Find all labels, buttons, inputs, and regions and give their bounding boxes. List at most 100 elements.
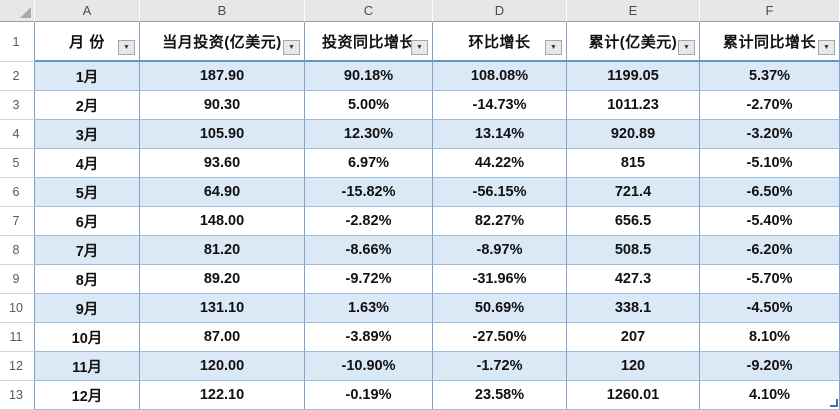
cell-F3[interactable]: -2.70% xyxy=(700,91,840,120)
row-header-1[interactable]: 1 xyxy=(0,22,35,62)
cell-E5[interactable]: 815 xyxy=(567,149,700,178)
cell-C3[interactable]: 5.00% xyxy=(305,91,433,120)
cell-F12[interactable]: -9.20% xyxy=(700,352,840,381)
cell-A10[interactable]: 9月 xyxy=(35,294,140,323)
table-header-cell-F[interactable]: 累计同比增长 ▼ xyxy=(700,22,840,62)
row-header-2[interactable]: 2 xyxy=(0,62,35,91)
table-resize-handle[interactable] xyxy=(830,399,838,407)
cell-D5[interactable]: 44.22% xyxy=(433,149,567,178)
cell-B7[interactable]: 148.00 xyxy=(140,207,305,236)
cell-C2[interactable]: 90.18% xyxy=(305,62,433,91)
cell-B6[interactable]: 64.90 xyxy=(140,178,305,207)
row-header-10[interactable]: 10 xyxy=(0,294,35,323)
row-header-7[interactable]: 7 xyxy=(0,207,35,236)
cell-A6[interactable]: 5月 xyxy=(35,178,140,207)
cell-A13[interactable]: 12月 xyxy=(35,381,140,410)
cell-E11[interactable]: 207 xyxy=(567,323,700,352)
cell-E9[interactable]: 427.3 xyxy=(567,265,700,294)
cell-B3[interactable]: 90.30 xyxy=(140,91,305,120)
cell-C4[interactable]: 12.30% xyxy=(305,120,433,149)
column-header-B[interactable]: B xyxy=(140,0,305,22)
cell-D6[interactable]: -56.15% xyxy=(433,178,567,207)
cell-D12[interactable]: -1.72% xyxy=(433,352,567,381)
cell-A4[interactable]: 3月 xyxy=(35,120,140,149)
cell-D2[interactable]: 108.08% xyxy=(433,62,567,91)
cell-F11[interactable]: 8.10% xyxy=(700,323,840,352)
row-header-8[interactable]: 8 xyxy=(0,236,35,265)
row-header-6[interactable]: 6 xyxy=(0,178,35,207)
column-header-E[interactable]: E xyxy=(567,0,700,22)
filter-dropdown-button[interactable]: ▼ xyxy=(678,40,695,55)
filter-dropdown-button[interactable]: ▼ xyxy=(118,40,135,55)
cell-E8[interactable]: 508.5 xyxy=(567,236,700,265)
cell-C7[interactable]: -2.82% xyxy=(305,207,433,236)
row-header-4[interactable]: 4 xyxy=(0,120,35,149)
cell-C5[interactable]: 6.97% xyxy=(305,149,433,178)
table-header-cell-A[interactable]: 月 份 ▼ xyxy=(35,22,140,62)
cell-C8[interactable]: -8.66% xyxy=(305,236,433,265)
cell-B12[interactable]: 120.00 xyxy=(140,352,305,381)
filter-dropdown-button[interactable]: ▼ xyxy=(818,40,835,55)
cell-F4[interactable]: -3.20% xyxy=(700,120,840,149)
filter-dropdown-button[interactable]: ▼ xyxy=(411,40,428,55)
row-header-5[interactable]: 5 xyxy=(0,149,35,178)
cell-B4[interactable]: 105.90 xyxy=(140,120,305,149)
cell-B11[interactable]: 87.00 xyxy=(140,323,305,352)
cell-D8[interactable]: -8.97% xyxy=(433,236,567,265)
cell-F7[interactable]: -5.40% xyxy=(700,207,840,236)
cell-E10[interactable]: 338.1 xyxy=(567,294,700,323)
cell-F5[interactable]: -5.10% xyxy=(700,149,840,178)
cell-E6[interactable]: 721.4 xyxy=(567,178,700,207)
table-header-cell-E[interactable]: 累计(亿美元) ▼ xyxy=(567,22,700,62)
cell-A5[interactable]: 4月 xyxy=(35,149,140,178)
row-header-9[interactable]: 9 xyxy=(0,265,35,294)
cell-A9[interactable]: 8月 xyxy=(35,265,140,294)
cell-F2[interactable]: 5.37% xyxy=(700,62,840,91)
cell-F8[interactable]: -6.20% xyxy=(700,236,840,265)
cell-E7[interactable]: 656.5 xyxy=(567,207,700,236)
cell-F9[interactable]: -5.70% xyxy=(700,265,840,294)
row-header-12[interactable]: 12 xyxy=(0,352,35,381)
cell-D9[interactable]: -31.96% xyxy=(433,265,567,294)
table-header-cell-D[interactable]: 环比增长 ▼ xyxy=(433,22,567,62)
row-header-3[interactable]: 3 xyxy=(0,91,35,120)
cell-B2[interactable]: 187.90 xyxy=(140,62,305,91)
column-header-A[interactable]: A xyxy=(35,0,140,22)
select-all-button[interactable] xyxy=(0,0,35,22)
cell-C9[interactable]: -9.72% xyxy=(305,265,433,294)
cell-F6[interactable]: -6.50% xyxy=(700,178,840,207)
cell-E2[interactable]: 1199.05 xyxy=(567,62,700,91)
row-header-13[interactable]: 13 xyxy=(0,381,35,410)
table-header-cell-C[interactable]: 投资同比增长 ▼ xyxy=(305,22,433,62)
cell-F10[interactable]: -4.50% xyxy=(700,294,840,323)
cell-D13[interactable]: 23.58% xyxy=(433,381,567,410)
cell-A8[interactable]: 7月 xyxy=(35,236,140,265)
column-header-D[interactable]: D xyxy=(433,0,567,22)
cell-B5[interactable]: 93.60 xyxy=(140,149,305,178)
cell-C12[interactable]: -10.90% xyxy=(305,352,433,381)
cell-A12[interactable]: 11月 xyxy=(35,352,140,381)
cell-D4[interactable]: 13.14% xyxy=(433,120,567,149)
column-header-F[interactable]: F xyxy=(700,0,840,22)
cell-E13[interactable]: 1260.01 xyxy=(567,381,700,410)
row-header-11[interactable]: 11 xyxy=(0,323,35,352)
cell-B13[interactable]: 122.10 xyxy=(140,381,305,410)
cell-D7[interactable]: 82.27% xyxy=(433,207,567,236)
cell-C13[interactable]: -0.19% xyxy=(305,381,433,410)
cell-B10[interactable]: 131.10 xyxy=(140,294,305,323)
column-header-C[interactable]: C xyxy=(305,0,433,22)
cell-C10[interactable]: 1.63% xyxy=(305,294,433,323)
cell-B8[interactable]: 81.20 xyxy=(140,236,305,265)
cell-A2[interactable]: 1月 xyxy=(35,62,140,91)
cell-E3[interactable]: 1011.23 xyxy=(567,91,700,120)
cell-B9[interactable]: 89.20 xyxy=(140,265,305,294)
table-header-cell-B[interactable]: 当月投资(亿美元) ▼ xyxy=(140,22,305,62)
cell-D11[interactable]: -27.50% xyxy=(433,323,567,352)
cell-D3[interactable]: -14.73% xyxy=(433,91,567,120)
filter-dropdown-button[interactable]: ▼ xyxy=(283,40,300,55)
cell-D10[interactable]: 50.69% xyxy=(433,294,567,323)
filter-dropdown-button[interactable]: ▼ xyxy=(545,40,562,55)
cell-A11[interactable]: 10月 xyxy=(35,323,140,352)
cell-A3[interactable]: 2月 xyxy=(35,91,140,120)
cell-F13[interactable]: 4.10% xyxy=(700,381,840,410)
